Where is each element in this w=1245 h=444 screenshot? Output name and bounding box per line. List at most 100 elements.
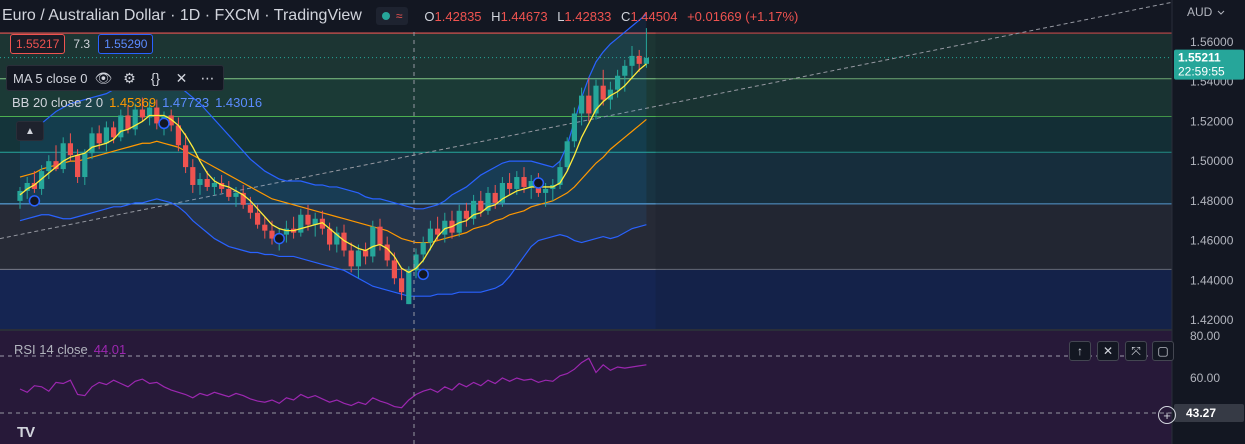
currency-label: AUD	[1187, 5, 1213, 19]
close-label: C	[621, 8, 631, 24]
candle	[183, 133, 189, 174]
close-pane-button[interactable]: ✕	[1097, 341, 1119, 361]
high-value: 1.44673	[500, 8, 548, 24]
candle-body	[557, 167, 563, 185]
buy-button[interactable]: 1.55290	[98, 34, 154, 54]
maximize-pane-button[interactable]: ▢	[1152, 341, 1174, 361]
candle-body	[327, 228, 333, 245]
tradingview-logo[interactable]: TV	[17, 424, 35, 441]
candle-body	[456, 210, 462, 233]
symbol-title[interactable]: Euro / Australian Dollar · 1D · FXCM · T…	[2, 7, 362, 24]
crosshair-value-tag	[1174, 404, 1244, 422]
header-bar: Euro / Australian Dollar · 1D · FXCM · T…	[0, 0, 798, 32]
candle-body	[341, 232, 347, 251]
candle	[24, 177, 30, 199]
trend-line	[0, 1, 1173, 240]
arrow-up-icon: ↑	[1077, 344, 1083, 358]
candle	[586, 77, 592, 122]
rsi-pane	[0, 329, 1245, 444]
candle-body	[139, 109, 145, 118]
signal-marker	[273, 232, 285, 245]
candle-body	[219, 182, 225, 189]
gear-icon[interactable]: ⚙	[123, 69, 136, 86]
candle-body	[413, 254, 419, 271]
candle-body	[240, 192, 246, 205]
candle	[427, 220, 433, 251]
more-icon[interactable]: ⋯	[200, 69, 215, 86]
candle	[643, 28, 649, 68]
candle-body	[31, 182, 37, 189]
market-status-badge[interactable]: ≈	[375, 7, 409, 25]
candle	[60, 137, 66, 174]
bb-lower-value: 1.43016	[215, 95, 263, 110]
candle	[132, 103, 138, 136]
eye-icon[interactable]: 👁	[94, 69, 113, 86]
candle-body	[211, 182, 217, 187]
candle	[557, 161, 563, 189]
bb-basis-line	[19, 118, 647, 244]
signal-marker	[532, 177, 545, 189]
candle-body	[204, 179, 210, 187]
close-value: 1.44504	[630, 8, 678, 24]
candle	[485, 186, 491, 215]
candle-body	[197, 179, 203, 185]
candle-body	[147, 107, 153, 118]
candle-body	[334, 232, 340, 245]
candle-body	[600, 85, 606, 100]
bb-label: BB 20 close 2 0	[12, 95, 104, 110]
candle-body	[499, 182, 505, 203]
ma-legend[interactable]: MA 5 close 0 👁 ⚙ {} ✕ ⋯	[6, 65, 225, 91]
current-price-label: 1.55211	[1178, 51, 1221, 65]
candle-body	[442, 220, 448, 235]
candle-body	[370, 226, 376, 257]
candle-body	[355, 250, 361, 267]
candle-body	[607, 89, 613, 100]
candle-body	[312, 218, 318, 225]
candle	[168, 109, 174, 132]
plus-icon: +	[1163, 407, 1171, 423]
rsi-value: 44.01	[93, 342, 127, 357]
candle-body	[485, 192, 491, 211]
candle-body	[226, 188, 232, 197]
rsi-line	[19, 357, 647, 409]
candle-body	[622, 65, 628, 76]
candle-body	[233, 192, 239, 197]
source-code-icon[interactable]: {}	[150, 70, 161, 86]
rsi-background	[0, 330, 1172, 444]
close-icon[interactable]: ✕	[175, 69, 188, 86]
candle-body	[363, 250, 369, 257]
bb-legend[interactable]: BB 20 close 2 0 1.45369 1.47723 1.43016	[12, 95, 262, 110]
candle-body	[125, 115, 131, 130]
rsi-legend[interactable]: RSI 14 close 44.01	[14, 342, 126, 357]
candle	[384, 236, 390, 267]
candle-body	[17, 190, 23, 201]
price-tick-label: 1.56000	[1190, 35, 1234, 49]
fib-zone	[0, 32, 1172, 34]
candle-body	[190, 167, 196, 185]
candle	[420, 236, 426, 263]
candle	[147, 101, 153, 126]
future-area	[655, 32, 1172, 330]
candle-body	[384, 244, 390, 261]
candle	[399, 268, 405, 301]
close-icon: ✕	[1102, 344, 1114, 358]
move-pane-up-button[interactable]: ↑	[1069, 341, 1091, 361]
price-tick-label: 1.44000	[1190, 273, 1234, 287]
sell-button[interactable]: 1.55217	[10, 34, 66, 54]
candle-body	[183, 145, 189, 168]
candle	[507, 173, 513, 195]
maximize-icon: ▢	[1157, 344, 1169, 358]
add-button[interactable]: +	[1158, 406, 1176, 424]
collapse-legend-button[interactable]: ▲	[16, 121, 44, 141]
candle	[204, 171, 210, 191]
collapse-pane-button[interactable]: ⤧	[1125, 341, 1147, 361]
candle-body	[615, 75, 621, 90]
candle-body	[24, 182, 30, 191]
candle-body	[528, 181, 534, 187]
open-label: O	[424, 8, 435, 24]
candle	[615, 69, 621, 98]
wave-icon: ≈	[395, 9, 403, 23]
candle	[197, 173, 203, 195]
